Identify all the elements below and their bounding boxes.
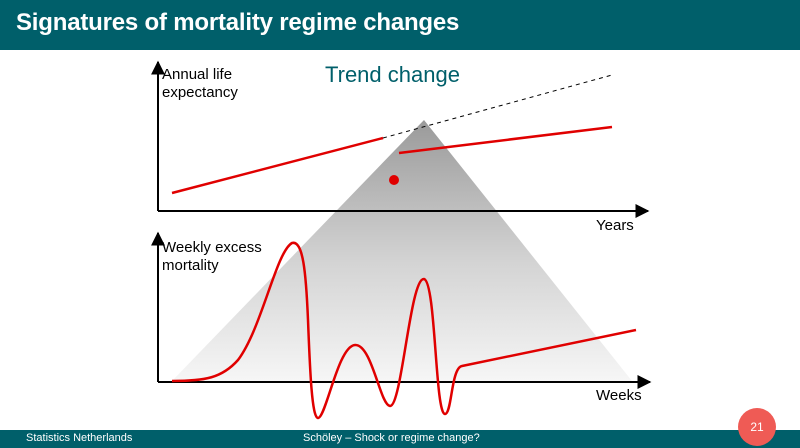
regime-change-point — [389, 175, 399, 185]
bottom-x-label: Weeks — [596, 387, 642, 404]
top-y-label-line2: expectancy — [162, 84, 238, 101]
page-number-badge: 21 — [738, 408, 776, 446]
influence-cone — [172, 120, 632, 381]
top-x-label: Years — [596, 217, 634, 234]
title-bar — [0, 0, 800, 50]
footer-bar — [0, 430, 800, 448]
trend-before-line — [171, 136, 384, 195]
excess-mortality-curve — [171, 241, 637, 420]
footer-organization: Statistics Netherlands — [26, 432, 133, 444]
bottom-y-label-line2: mortality — [162, 257, 219, 274]
top-panel-heading: Trend change — [325, 62, 460, 87]
trend-after-line — [398, 125, 613, 155]
slide-title: Signatures of mortality regime changes — [16, 9, 460, 36]
bottom-y-label-line1: Weekly excess — [162, 239, 262, 256]
footer-presentation-title: Schöley – Shock or regime change? — [303, 432, 480, 444]
top-y-label-line1: Annual life — [162, 66, 232, 83]
